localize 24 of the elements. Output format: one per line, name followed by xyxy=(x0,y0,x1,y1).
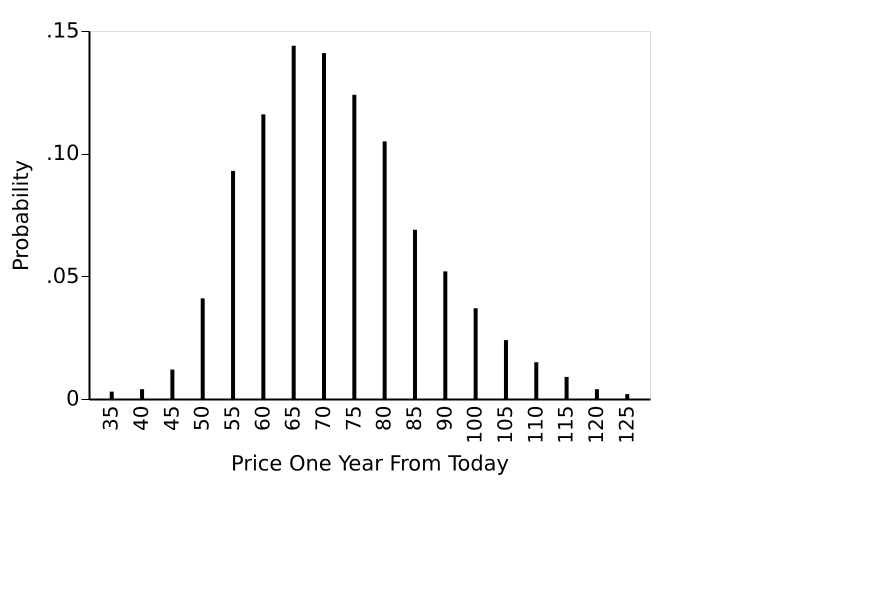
x-tick-label: 55 xyxy=(220,406,244,431)
y-tick-label: .15 xyxy=(46,18,80,42)
x-tick-label: 40 xyxy=(129,406,154,431)
x-tick-label: 50 xyxy=(190,406,214,431)
x-tick-label: 70 xyxy=(311,406,336,431)
y-tick-label: 0 xyxy=(66,386,80,410)
x-tick-label: 75 xyxy=(341,406,366,431)
y-tick-label: .05 xyxy=(46,264,80,288)
x-tick-label: 65 xyxy=(280,406,305,431)
x-tick-label: 35 xyxy=(98,406,123,431)
x-axis-title: Price One Year From Today xyxy=(231,452,509,476)
x-tick-label: 45 xyxy=(159,406,184,431)
x-tick-label: 100 xyxy=(462,406,487,444)
x-tick-label: 85 xyxy=(402,406,426,431)
x-tick-label: 125 xyxy=(614,406,638,444)
x-tick-label: 60 xyxy=(250,406,274,431)
x-tick-label: 90 xyxy=(432,406,456,431)
y-axis-title: Probability xyxy=(9,160,34,272)
x-tick-label: 120 xyxy=(584,406,608,444)
x-tick-label: 80 xyxy=(372,406,396,431)
x-tick-label: 115 xyxy=(554,406,578,444)
x-tick-label: 110 xyxy=(523,406,548,444)
y-tick-label: .10 xyxy=(46,141,80,166)
x-tick-label: 105 xyxy=(492,406,517,444)
